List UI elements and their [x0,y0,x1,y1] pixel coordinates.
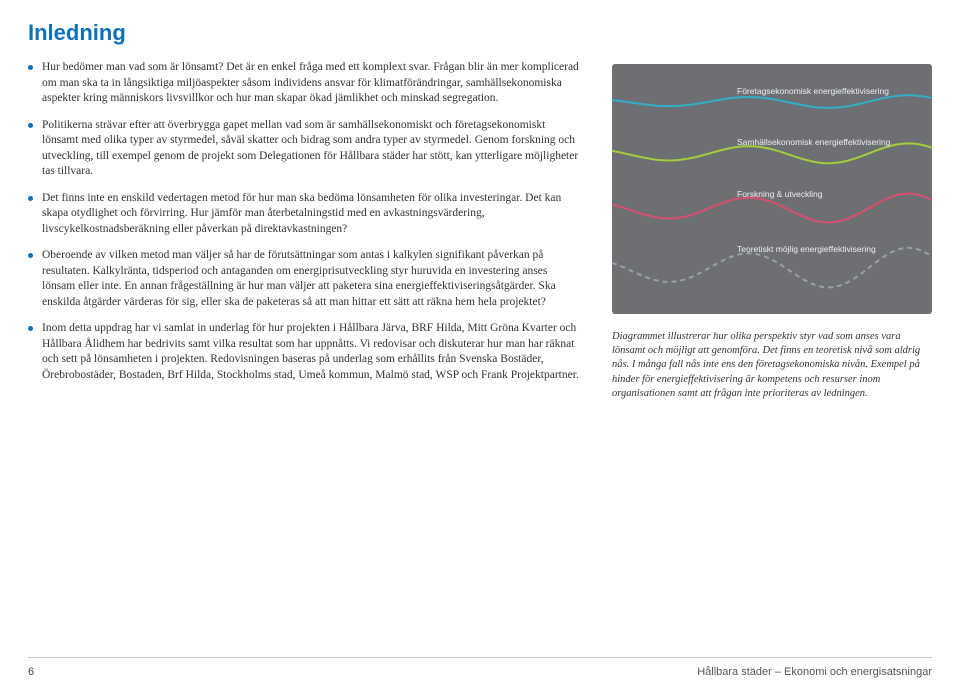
energy-chart: Företagsekonomisk energieffektivisering … [612,64,932,314]
chart-caption: Diagrammet illustrerar hur olika perspek… [612,330,932,401]
chart-label-4: Teoretiskt möjlig energieffektivisering [737,244,876,254]
list-item: Politikerna strävar efter att överbrygga… [28,118,582,180]
content-columns: Hur bedömer man vad som är lönsamt? Det … [28,60,932,401]
chart-label-3: Forskning & utveckling [737,189,823,199]
left-column: Hur bedömer man vad som är lönsamt? Det … [28,60,582,401]
chart-label-2: Samhällsekonomisk energieffektivisering [737,137,890,147]
list-item: Inom detta uppdrag har vi samlat in unde… [28,321,582,383]
bullet-list: Hur bedömer man vad som är lönsamt? Det … [28,60,582,383]
chart-label-1: Företagsekonomisk energieffektivisering [737,86,889,96]
list-item: Det finns inte en enskild vedertagen met… [28,191,582,238]
list-item: Hur bedömer man vad som är lönsamt? Det … [28,60,582,107]
page-footer: 6 Hållbara städer – Ekonomi och energisa… [0,666,960,678]
page-title: Inledning [28,20,932,46]
right-column: Företagsekonomisk energieffektivisering … [612,60,932,401]
list-item: Oberoende av vilken metod man väljer så … [28,248,582,310]
page-number: 6 [28,666,34,678]
footer-rule [28,657,932,658]
footer-title: Hållbara städer – Ekonomi och energisats… [697,666,932,678]
